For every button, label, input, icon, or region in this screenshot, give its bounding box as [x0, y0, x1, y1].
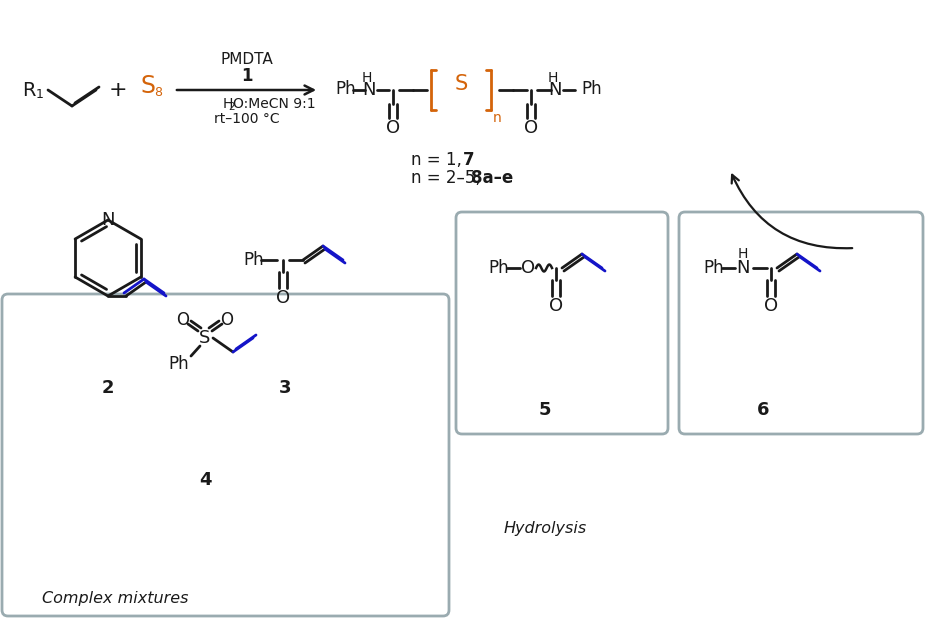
FancyArrowPatch shape [731, 175, 852, 248]
Text: n = 2–5,: n = 2–5, [411, 169, 486, 187]
Text: O: O [520, 259, 534, 277]
Text: Hydrolysis: Hydrolysis [503, 521, 586, 536]
Text: N: N [736, 259, 749, 277]
Text: O:MeCN 9:1: O:MeCN 9:1 [233, 97, 315, 111]
Text: 4: 4 [198, 471, 211, 489]
Text: Ph: Ph [335, 80, 356, 98]
Text: 2: 2 [102, 379, 114, 397]
Text: Ph: Ph [168, 355, 189, 373]
Text: 6: 6 [756, 401, 768, 419]
Text: Ph: Ph [702, 259, 723, 277]
Text: S: S [454, 74, 467, 94]
Text: 1: 1 [36, 89, 44, 102]
Text: H: H [222, 97, 233, 111]
Text: Ph: Ph [488, 259, 508, 277]
Text: O: O [548, 297, 563, 315]
Text: O: O [176, 311, 189, 329]
FancyBboxPatch shape [456, 212, 667, 434]
Text: PMDTA: PMDTA [220, 53, 272, 67]
Text: S: S [140, 74, 155, 98]
Text: 2: 2 [228, 102, 235, 112]
Text: 8: 8 [154, 85, 162, 99]
Text: N: N [548, 81, 562, 99]
Text: Ph: Ph [242, 251, 263, 269]
Text: N: N [362, 81, 375, 99]
Text: Complex mixtures: Complex mixtures [42, 590, 188, 605]
Text: O: O [220, 311, 233, 329]
Text: 5: 5 [538, 401, 550, 419]
Text: 1: 1 [241, 67, 252, 85]
Text: n: n [492, 111, 501, 125]
Text: H: H [361, 71, 372, 85]
Text: R: R [22, 80, 36, 99]
Text: N: N [101, 211, 114, 229]
FancyBboxPatch shape [2, 294, 448, 616]
Text: H: H [737, 247, 747, 261]
Text: O: O [386, 119, 400, 137]
Text: O: O [763, 297, 777, 315]
Text: 7: 7 [462, 151, 475, 169]
Text: O: O [523, 119, 537, 137]
Text: n = 1,: n = 1, [411, 151, 467, 169]
Text: 8a–e: 8a–e [471, 169, 513, 187]
Text: +: + [109, 80, 127, 100]
Text: Ph: Ph [580, 80, 601, 98]
Text: O: O [275, 289, 290, 307]
Text: rt–100 °C: rt–100 °C [213, 112, 279, 126]
Text: 3: 3 [278, 379, 291, 397]
Text: H: H [548, 71, 558, 85]
Text: S: S [199, 329, 211, 347]
FancyBboxPatch shape [679, 212, 922, 434]
